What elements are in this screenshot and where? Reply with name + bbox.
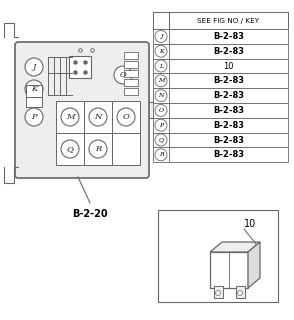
- Bar: [153, 44, 288, 59]
- Text: P: P: [159, 123, 163, 128]
- Text: O: O: [158, 108, 163, 113]
- Bar: [153, 148, 288, 162]
- Bar: [56, 133, 84, 165]
- Text: R: R: [159, 152, 163, 157]
- Bar: [112, 101, 140, 133]
- Text: J: J: [160, 34, 162, 39]
- Circle shape: [155, 30, 167, 43]
- Bar: [214, 286, 223, 298]
- Bar: [236, 286, 245, 298]
- Circle shape: [155, 119, 167, 131]
- Circle shape: [117, 108, 135, 126]
- Polygon shape: [210, 242, 260, 252]
- Bar: [153, 73, 288, 88]
- Text: SEE FIG NO / KEY: SEE FIG NO / KEY: [198, 18, 260, 23]
- FancyBboxPatch shape: [15, 42, 149, 178]
- Text: Q: Q: [66, 145, 74, 153]
- Bar: [124, 61, 138, 68]
- Text: 10: 10: [244, 219, 256, 229]
- Text: O: O: [120, 71, 126, 79]
- Text: N: N: [94, 113, 102, 121]
- Bar: [158, 210, 278, 302]
- Circle shape: [114, 66, 132, 84]
- Text: L: L: [159, 63, 163, 68]
- Bar: [153, 59, 288, 73]
- Circle shape: [25, 58, 43, 76]
- Bar: [153, 103, 288, 118]
- Bar: [84, 133, 112, 165]
- Bar: [56, 101, 84, 133]
- Text: B-2-83: B-2-83: [213, 150, 244, 159]
- Text: M: M: [158, 78, 164, 83]
- Circle shape: [61, 108, 79, 126]
- Circle shape: [155, 149, 167, 161]
- Bar: [112, 133, 140, 165]
- Circle shape: [155, 104, 167, 116]
- Bar: [69, 56, 91, 78]
- Text: P: P: [31, 113, 37, 121]
- Circle shape: [155, 60, 167, 72]
- Circle shape: [25, 108, 43, 126]
- Text: B-2-83: B-2-83: [213, 32, 244, 41]
- Bar: [124, 79, 138, 86]
- Text: B-2-20: B-2-20: [72, 209, 108, 219]
- Text: 10: 10: [223, 61, 234, 70]
- Circle shape: [89, 140, 107, 158]
- Text: O: O: [123, 113, 129, 121]
- Text: N: N: [158, 93, 164, 98]
- Bar: [124, 70, 138, 77]
- Bar: [153, 132, 288, 148]
- Text: Q: Q: [158, 138, 163, 142]
- Polygon shape: [248, 242, 260, 288]
- Bar: [153, 88, 288, 103]
- Bar: [84, 101, 112, 133]
- Text: B-2-83: B-2-83: [213, 91, 244, 100]
- Text: R: R: [95, 145, 101, 153]
- Text: K: K: [159, 49, 163, 54]
- Bar: [153, 118, 288, 132]
- Bar: [26, 85, 42, 97]
- Circle shape: [89, 108, 107, 126]
- Bar: [146, 102, 154, 118]
- Text: B-2-83: B-2-83: [213, 135, 244, 145]
- Bar: [124, 88, 138, 95]
- Text: B-2-83: B-2-83: [213, 121, 244, 130]
- Text: B-2-83: B-2-83: [213, 106, 244, 115]
- Text: K: K: [31, 85, 37, 93]
- Bar: [26, 95, 42, 107]
- Circle shape: [155, 134, 167, 146]
- Bar: [153, 12, 288, 29]
- Text: M: M: [66, 113, 74, 121]
- Bar: [210, 252, 248, 288]
- Circle shape: [61, 140, 79, 158]
- Circle shape: [155, 45, 167, 57]
- Text: B-2-83: B-2-83: [213, 76, 244, 85]
- Circle shape: [155, 90, 167, 102]
- Circle shape: [25, 80, 43, 98]
- Bar: [153, 29, 288, 44]
- Text: B-2-83: B-2-83: [213, 47, 244, 56]
- Text: J: J: [32, 63, 36, 71]
- Circle shape: [216, 291, 220, 295]
- Circle shape: [238, 291, 243, 295]
- Bar: [124, 52, 138, 59]
- Circle shape: [155, 75, 167, 87]
